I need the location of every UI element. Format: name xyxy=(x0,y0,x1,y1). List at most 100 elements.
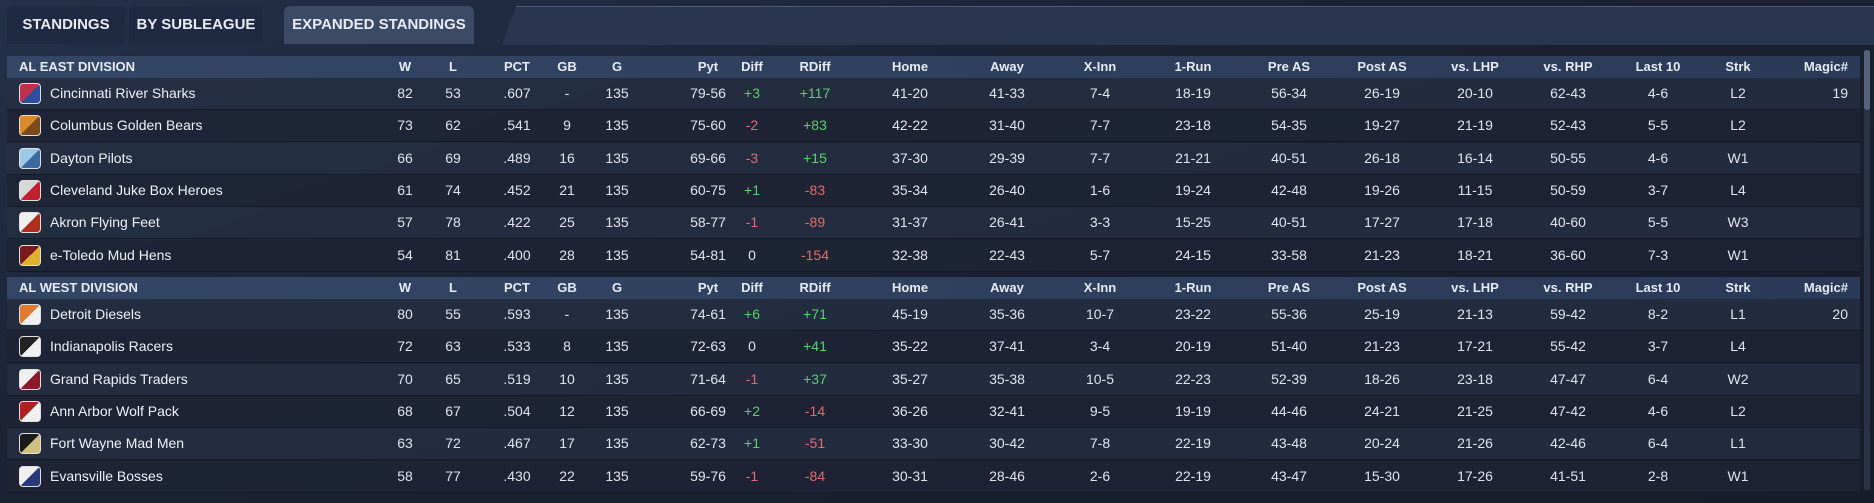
stat-cell: 30-42 xyxy=(989,435,1025,452)
stat-cell: 22-43 xyxy=(989,246,1025,263)
team-row[interactable]: Evansville Bosses 58 77 .430 22 135 59-76 -1 -84… xyxy=(7,460,1860,493)
stat-cell: 82 xyxy=(397,85,413,101)
scrollbar[interactable] xyxy=(1864,50,1870,490)
stat-cell: 24-15 xyxy=(1175,246,1211,263)
stat-cell: 19 xyxy=(1832,85,1848,101)
team-row[interactable]: Cleveland Juke Box Heroes 61 74 .452 21 135 60… xyxy=(7,174,1860,207)
team-row[interactable]: Dayton Pilots 66 69 .489 16 135 69-66 -3 +15 37-3… xyxy=(7,142,1860,175)
stat-cell: 21-23 xyxy=(1364,338,1400,355)
column-header: L xyxy=(449,59,457,74)
stat-cell: L2 xyxy=(1730,402,1746,419)
stat-cell: .519 xyxy=(503,370,531,387)
stat-cell: 68 xyxy=(397,402,413,419)
stat-cell: 40-51 xyxy=(1271,149,1307,166)
stat-cell: 8 xyxy=(563,338,571,355)
column-header: GB xyxy=(557,280,577,295)
stat-cell: .430 xyxy=(503,467,531,484)
team-logo xyxy=(19,304,41,325)
stat-cell: W1 xyxy=(1727,467,1749,484)
stat-cell: 25 xyxy=(559,214,575,231)
team-row[interactable]: Fort Wayne Mad Men 63 72 .467 17 135 62-73 +1 -5… xyxy=(7,428,1860,461)
stat-cell: L1 xyxy=(1730,435,1746,452)
column-header: vs. RHP xyxy=(1543,280,1593,295)
stat-cell: 72 xyxy=(397,338,413,355)
team-row[interactable]: Grand Rapids Traders 70 65 .519 10 135 71-64 -1… xyxy=(7,363,1860,396)
stat-cell: 17-21 xyxy=(1457,338,1493,355)
stat-cell: 21-26 xyxy=(1457,435,1493,452)
column-header: G xyxy=(611,280,623,295)
column-header: L xyxy=(449,280,457,295)
column-header: W xyxy=(398,280,412,295)
stat-cell: 23-18 xyxy=(1175,117,1211,134)
stat-cell: .504 xyxy=(503,402,531,419)
stat-cell: 65 xyxy=(445,370,461,387)
stat-cell: 17 xyxy=(559,435,575,452)
stat-cell: L2 xyxy=(1730,85,1746,101)
stat-cell: 135 xyxy=(605,338,629,355)
tab[interactable]: STANDINGS xyxy=(7,6,125,44)
stat-cell: 66-69 xyxy=(690,402,726,419)
division-name: AL WEST DIVISION xyxy=(19,280,138,295)
tab[interactable]: EXPANDED STANDINGS xyxy=(284,6,474,44)
stat-cell: .422 xyxy=(503,214,531,231)
stat-cell: 35-36 xyxy=(989,306,1025,322)
team-row[interactable]: Akron Flying Feet 57 78 .422 25 135 58-77 -1 -89… xyxy=(7,207,1860,240)
stat-cell: .400 xyxy=(503,246,531,263)
team-row[interactable]: e-Toledo Mud Hens 54 81 .400 28 135 54-81 0 -154… xyxy=(7,239,1860,272)
column-header: W xyxy=(398,59,412,74)
stat-cell: 32-38 xyxy=(892,246,928,263)
tab[interactable]: BY SUBLEAGUE xyxy=(129,6,263,44)
stat-cell: 21-25 xyxy=(1457,402,1493,419)
team-row[interactable]: Cincinnati River Sharks 82 53 .607 - 135 79-56… xyxy=(7,78,1860,110)
stat-cell: 0 xyxy=(748,246,756,263)
tab-bar xyxy=(502,6,1874,45)
stat-cell: 7-7 xyxy=(1089,117,1111,134)
stat-cell: 17-27 xyxy=(1364,214,1400,231)
team-row[interactable]: Detroit Diesels 80 55 .593 - 135 74-61 +6 +71 45-… xyxy=(7,299,1860,331)
column-header: Strk xyxy=(1725,59,1751,74)
stat-cell: 55-42 xyxy=(1550,338,1586,355)
stat-cell: -84 xyxy=(804,467,826,484)
stat-cell: 17-18 xyxy=(1457,214,1493,231)
stat-cell: 31-37 xyxy=(892,214,928,231)
team-name: Dayton Pilots xyxy=(50,149,133,166)
stat-cell: 45-19 xyxy=(892,306,928,322)
stat-cell: -154 xyxy=(800,246,830,263)
column-header: X-Inn xyxy=(1083,280,1117,295)
column-header: Last 10 xyxy=(1635,280,1681,295)
column-header: Diff xyxy=(741,280,763,295)
column-header: 1-Run xyxy=(1174,280,1212,295)
stat-cell: 20 xyxy=(1832,306,1848,322)
team-name: Columbus Golden Bears xyxy=(50,117,203,134)
stat-cell: W2 xyxy=(1727,370,1749,387)
stat-cell: 6-4 xyxy=(1647,435,1669,452)
stat-cell: 4-6 xyxy=(1647,85,1669,101)
column-header: GB xyxy=(557,59,577,74)
stat-cell: 25-19 xyxy=(1364,306,1400,322)
stat-cell: 135 xyxy=(605,402,629,419)
stat-cell: 24-21 xyxy=(1364,402,1400,419)
stat-cell: 41-20 xyxy=(892,85,928,101)
stat-cell: +3 xyxy=(744,85,760,101)
stat-cell: 42-22 xyxy=(892,117,928,134)
stat-cell: 23-18 xyxy=(1457,370,1493,387)
stat-cell: 9 xyxy=(563,117,571,134)
stat-cell: +1 xyxy=(744,435,760,452)
stat-cell: 61 xyxy=(397,181,413,198)
stat-cell: 44-46 xyxy=(1271,402,1307,419)
stat-cell: 21-19 xyxy=(1457,117,1493,134)
stat-cell: -1 xyxy=(745,467,759,484)
stat-cell: 80 xyxy=(397,306,413,322)
stat-cell: 135 xyxy=(605,149,629,166)
stat-cell: 30-31 xyxy=(892,467,928,484)
stat-cell: .533 xyxy=(503,338,531,355)
stat-cell: 5-7 xyxy=(1089,246,1111,263)
team-row[interactable]: Columbus Golden Bears 73 62 .541 9 135 75-60 -2… xyxy=(7,110,1860,143)
stat-cell: 63 xyxy=(445,338,461,355)
team-row[interactable]: Ann Arbor Wolf Pack 68 67 .504 12 135 66-69 +2 -… xyxy=(7,395,1860,428)
column-header: Away xyxy=(990,59,1024,74)
team-row[interactable]: Indianapolis Racers 72 63 .533 8 135 72-63 0 +41… xyxy=(7,331,1860,364)
team-logo xyxy=(19,400,41,422)
stat-cell: 19-26 xyxy=(1364,181,1400,198)
stat-cell: 47-42 xyxy=(1550,402,1586,419)
